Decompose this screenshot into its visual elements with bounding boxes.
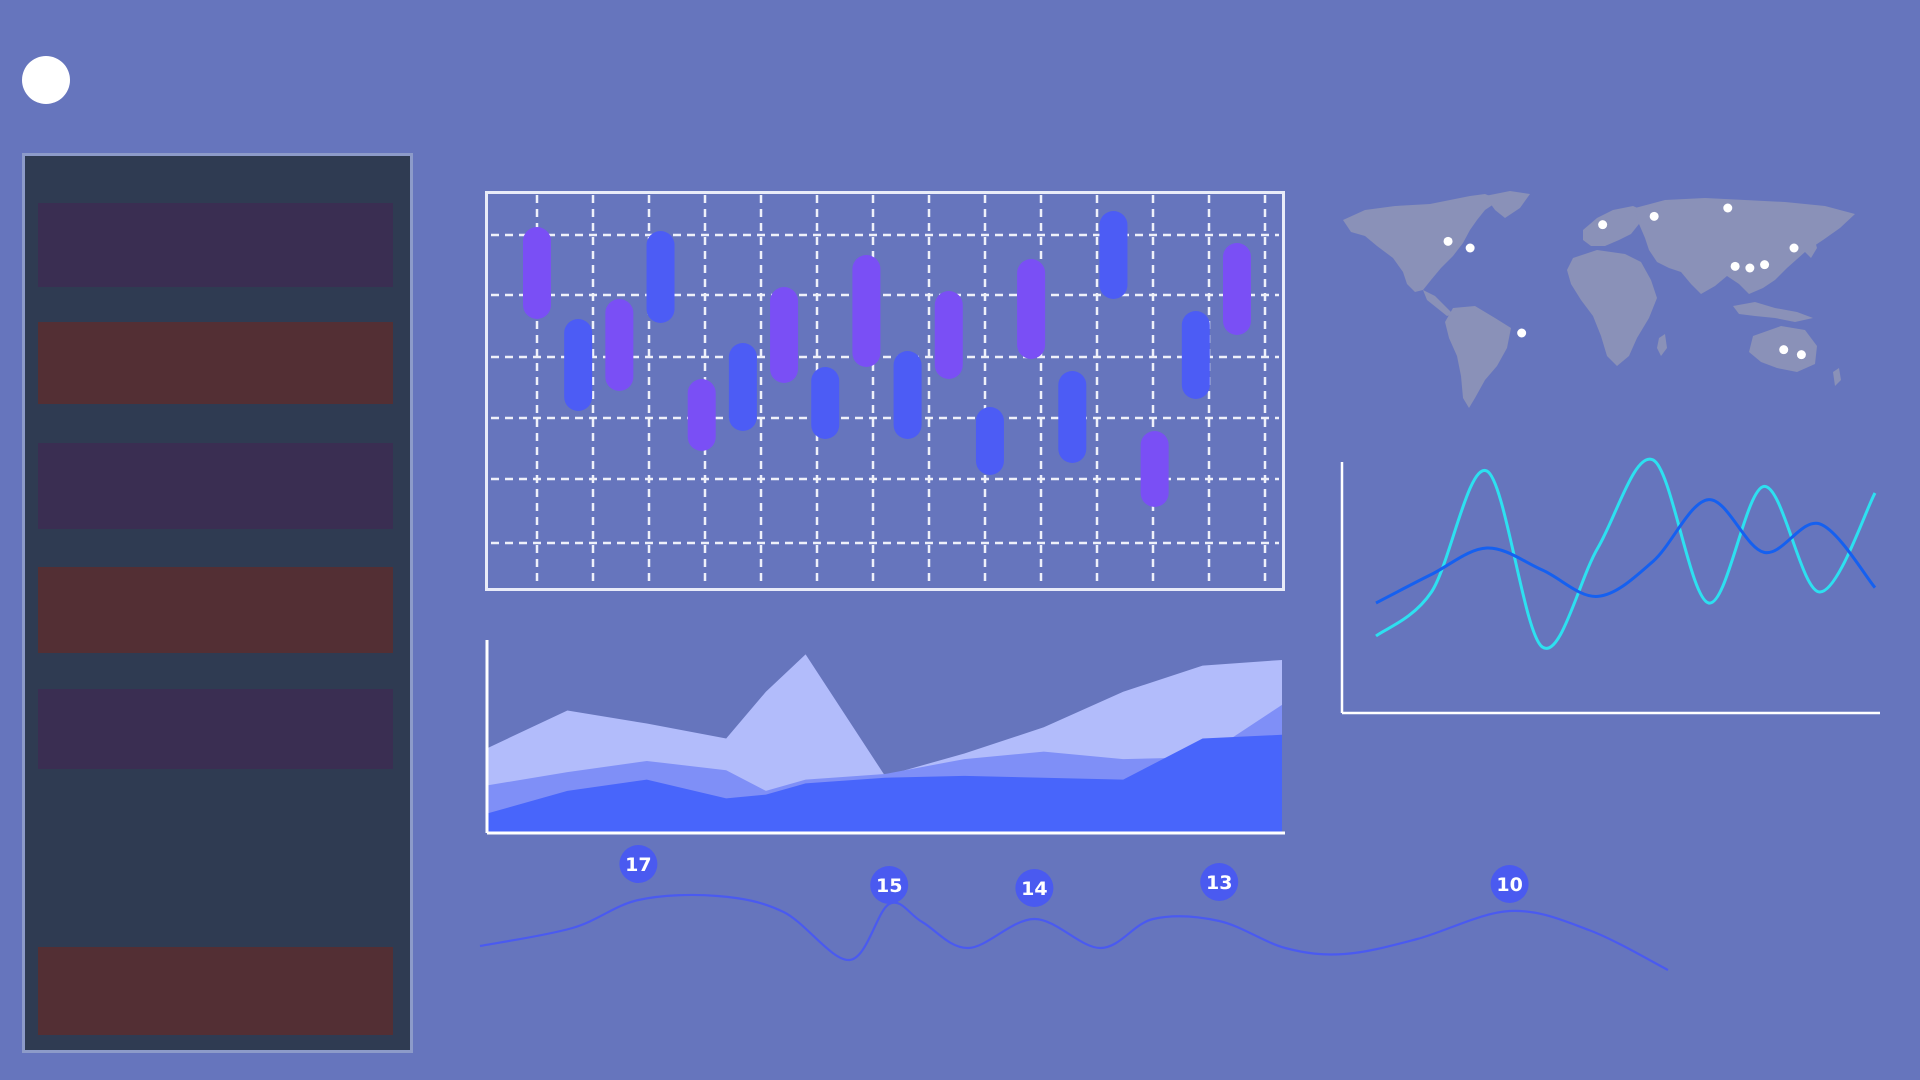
city-marker [1723,203,1733,213]
continent-south-america [1445,306,1511,408]
city-marker [1517,328,1527,338]
sidebar-item-4[interactable] [38,567,393,653]
value-label-text: 14 [1021,878,1047,900]
value-label-14: 14 [1015,869,1054,907]
continent-japan [1805,234,1817,258]
sidebar-item-6[interactable] [38,947,393,1035]
candle [687,379,716,451]
continent-africa [1567,250,1657,366]
value-label-text: 10 [1496,874,1522,896]
city-marker [1796,350,1806,360]
continent-europe [1583,206,1647,246]
candle [893,351,922,439]
value-label-17: 17 [619,845,658,883]
city-marker [1443,236,1453,246]
continent-madagascar [1657,334,1667,356]
candle [1181,311,1210,399]
candle [523,227,551,319]
candle [728,343,757,431]
sequence-line [479,893,1669,971]
city-marker [1745,263,1755,273]
wave-series-1 [1375,457,1877,650]
sidebar-item-5[interactable] [38,689,393,769]
value-label-text: 13 [1206,872,1232,894]
continent-indonesia [1733,302,1813,322]
value-label-text: 17 [625,854,651,876]
value-label-10: 10 [1490,865,1529,903]
city-marker [1730,261,1740,271]
candlestick-chart [485,191,1285,591]
continent-new-zealand [1833,368,1841,386]
wave-series-2 [1375,498,1877,605]
continent-central-america [1423,290,1453,316]
candle [605,299,634,391]
sidebar-item-1[interactable] [38,203,393,287]
city-marker [1779,345,1789,355]
wave-line-chart [1340,457,1880,715]
value-badge [1200,863,1239,901]
candle [934,291,963,379]
sidebar-panel [22,153,413,1053]
value-badge [1490,865,1529,903]
city-marker [1598,220,1608,230]
city-marker [1789,243,1799,253]
candle [852,255,881,367]
area-series-3 [488,734,1282,832]
area-chart [485,640,1285,835]
candle [811,367,840,439]
label-line-chart: 17 15 14 13 10 [479,845,1669,971]
sidebar-item-3[interactable] [38,443,393,529]
value-label-15: 15 [870,866,909,904]
candle [646,231,675,323]
candle [1223,243,1251,335]
continent-asia [1635,198,1855,294]
world-map [1343,191,1855,408]
chart-frame [485,191,1285,591]
city-marker [1465,243,1475,253]
value-badge [1015,869,1054,907]
avatar[interactable] [22,56,70,104]
value-label-13: 13 [1200,863,1239,901]
candle [1058,371,1087,463]
candle [975,407,1004,475]
candle [1140,431,1169,507]
candle [1017,259,1046,359]
candle [1099,211,1128,299]
continent-greenland [1485,191,1530,218]
value-label-text: 15 [876,875,902,897]
candle [564,319,593,411]
continent-north-america [1343,194,1500,292]
candle [770,287,799,383]
city-marker [1649,211,1659,221]
value-badge [870,866,909,904]
value-badge [619,845,658,883]
sidebar-item-2[interactable] [38,322,393,404]
city-marker [1760,260,1770,270]
